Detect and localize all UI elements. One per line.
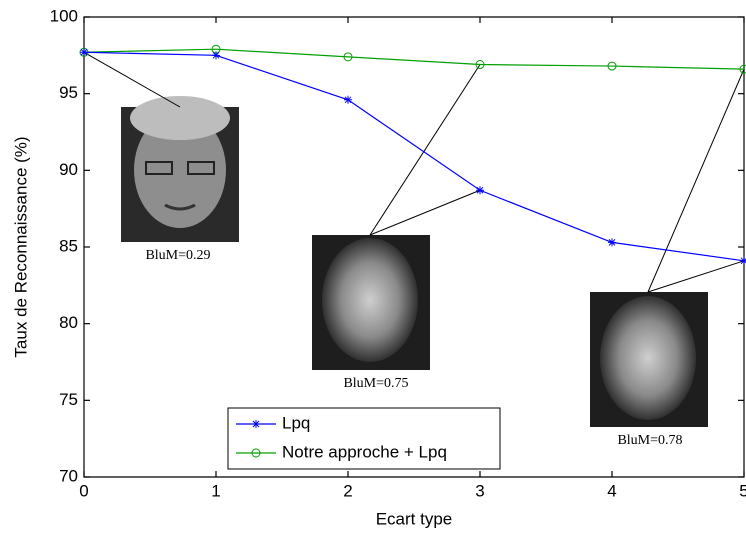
y-tick-label: 85	[59, 236, 78, 255]
series-line	[83, 51, 745, 262]
annotation-line	[647, 260, 745, 293]
marker	[476, 186, 484, 195]
annotation-line	[647, 68, 745, 293]
face-image	[121, 96, 239, 242]
marker	[739, 64, 746, 74]
marker	[607, 61, 617, 71]
legend-box	[227, 407, 501, 470]
series-line	[83, 48, 745, 70]
marker	[475, 60, 485, 70]
annotation-line	[83, 51, 181, 108]
marker	[608, 238, 616, 247]
legend-label: Lpq	[282, 413, 310, 432]
legend: Lpq Notre approche + Lpq	[227, 407, 501, 470]
x-tick-label: 3	[475, 481, 484, 500]
x-tick-label: 0	[79, 481, 88, 500]
y-tick-label: 100	[50, 6, 78, 25]
y-tick-label: 75	[59, 390, 78, 409]
marker	[80, 48, 88, 57]
x-tick-label: 5	[739, 481, 746, 500]
annotation-line	[369, 64, 481, 236]
legend-label: Notre approche + Lpq	[282, 442, 447, 461]
marker	[740, 256, 746, 265]
marker	[251, 448, 261, 458]
y-tick-label: 95	[59, 83, 78, 102]
blurred-face-image	[312, 235, 430, 370]
annotation: BluM=0.29	[145, 248, 210, 263]
marker	[252, 420, 260, 428]
y-tick-label: 70	[59, 466, 78, 485]
x-tick-label: 2	[343, 481, 352, 500]
x-axis-label: Ecart type	[376, 509, 453, 528]
marker	[212, 51, 220, 60]
annotation: BluM=0.78	[617, 433, 682, 448]
x-tick-label: 1	[211, 481, 220, 500]
y-tick-label: 80	[59, 313, 78, 332]
marker	[343, 52, 353, 62]
annotation: BluM=0.75	[343, 376, 408, 391]
x-tick-label: 4	[607, 481, 616, 500]
y-tick-label: 90	[59, 160, 78, 179]
marker	[344, 95, 352, 104]
blurred-face-image	[590, 292, 708, 427]
annotation-line	[369, 189, 481, 236]
y-axis-label: Taux de Reconnaissance (%)	[11, 136, 30, 357]
